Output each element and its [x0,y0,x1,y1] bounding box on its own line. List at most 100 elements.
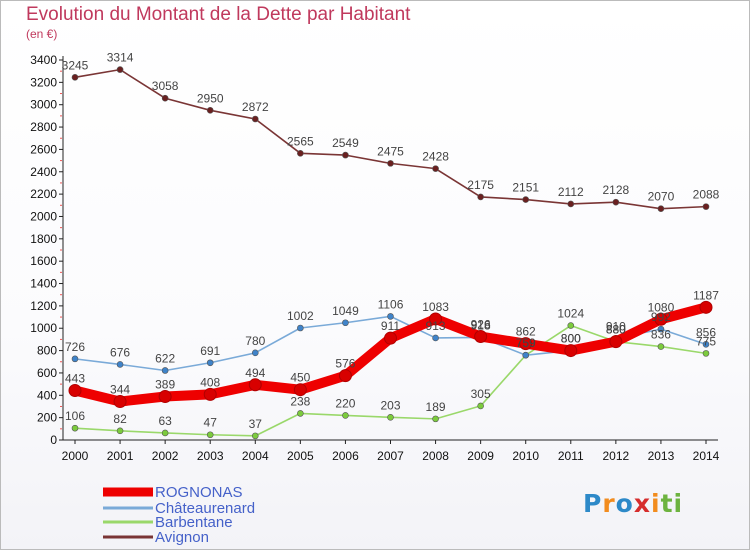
data-label: 305 [471,387,491,401]
y-tick-label: 2800 [30,120,57,134]
logo-letter: i [651,489,661,518]
legend-label: Barbentane [155,514,233,531]
data-point [161,429,169,437]
y-tick-label: 400 [37,388,57,402]
data-label: 759 [516,336,536,350]
data-label: 2070 [648,190,675,204]
data-label: 2128 [603,183,630,197]
data-label: 106 [65,409,85,423]
data-label: 775 [696,334,716,348]
data-label: 344 [110,383,130,397]
x-tick-label: 2003 [197,449,224,463]
data-point [342,412,349,419]
legend-label: Avignon [155,529,209,546]
data-point [567,322,575,329]
x-tick-label: 2004 [242,449,269,463]
data-point [654,312,668,326]
data-label: 1083 [422,300,449,314]
x-tick-label: 2012 [603,449,630,463]
x-tick-label: 2009 [467,449,494,463]
data-label: 3314 [107,51,134,65]
data-point [206,431,214,439]
y-tick-label: 3200 [30,75,57,89]
data-point [71,74,79,81]
data-point [206,359,214,367]
data-label: 780 [245,334,265,348]
data-point [251,432,259,440]
data-label: 2475 [377,144,404,158]
data-point [116,66,124,73]
data-label: 443 [65,371,85,385]
data-label: 676 [110,345,130,359]
data-label: 1024 [557,307,584,321]
y-tick-label: 2400 [30,165,57,179]
data-point [113,395,127,409]
data-point [297,410,304,417]
data-point [564,344,578,358]
y-tick-label: 800 [37,344,57,358]
data-label: 1002 [287,309,314,323]
data-label: 389 [155,378,175,392]
x-tick-label: 2011 [558,449,584,463]
data-label: 2565 [287,134,314,148]
y-tick-label: 1000 [30,321,57,335]
data-label: 911 [381,319,400,333]
data-point [657,325,665,333]
data-point [429,312,443,326]
data-label: 494 [245,366,265,380]
data-label: 408 [200,375,220,389]
legend-label: Châteaurenard [155,500,255,517]
y-tick-label: 3000 [30,98,57,112]
data-label: 203 [380,398,400,412]
data-label: 913 [426,319,446,333]
data-point [609,335,623,349]
y-tick-label: 3400 [30,53,57,67]
data-point [248,378,262,392]
data-point [387,313,394,320]
data-point [477,193,484,201]
data-label: 1049 [332,304,359,318]
data-label: 2872 [242,100,269,114]
data-label: 2112 [558,185,584,199]
data-label: 880 [606,323,626,337]
data-label: 576 [335,357,355,371]
data-point [522,196,530,203]
data-label: 1106 [378,297,404,311]
data-label: 2175 [467,178,494,192]
y-tick-label: 1400 [30,277,57,291]
data-label: 37 [249,417,263,431]
data-label: 800 [561,332,581,346]
data-label: 862 [516,325,536,339]
data-point [116,427,124,435]
x-tick-label: 2008 [422,449,449,463]
data-point [387,160,394,167]
data-point [116,361,124,368]
data-point [432,415,439,423]
data-point [158,390,172,404]
logo-letter: i [673,489,684,518]
data-point [612,198,620,206]
data-label: 2151 [512,181,539,195]
data-label: 880 [606,323,626,337]
data-label: 2088 [693,188,720,202]
data-label: 918 [471,318,491,332]
x-tick-label: 2013 [648,449,675,463]
data-label: 1080 [648,300,675,314]
data-point [384,331,397,345]
proxiti-logo: Proxiti [583,489,683,518]
data-label: 836 [651,328,671,342]
x-tick-label: 2007 [377,449,404,463]
data-point [702,341,710,348]
y-tick-label: 1200 [30,299,57,313]
data-point [387,414,394,421]
data-label: 910 [606,319,626,333]
data-point [432,165,439,172]
data-point [338,369,352,383]
x-tick-label: 2000 [62,449,89,463]
data-label: 759 [516,336,536,350]
data-label: 220 [335,396,355,410]
y-tick-label: 2600 [30,142,57,156]
data-point [342,151,349,159]
data-label: 63 [158,414,172,428]
y-tick-label: 2000 [30,209,57,223]
